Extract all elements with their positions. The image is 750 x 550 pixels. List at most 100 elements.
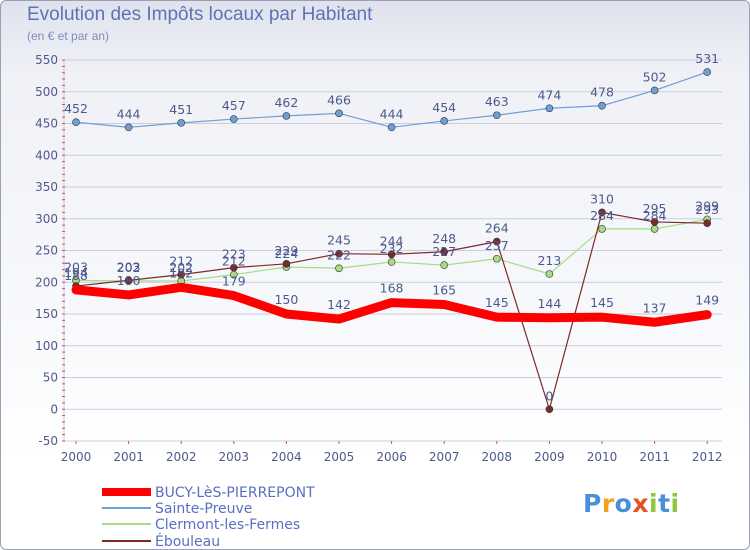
data-label: 466 — [327, 92, 351, 107]
y-tick-label: 550 — [35, 53, 58, 67]
logo-letter: i — [670, 489, 680, 518]
data-point — [598, 225, 606, 233]
data-point — [387, 250, 396, 259]
data-label: 137 — [643, 300, 667, 315]
data-point — [545, 405, 554, 414]
data-label: 212 — [169, 254, 193, 269]
x-tick-label: 2009 — [534, 450, 565, 464]
data-label: 232 — [380, 241, 404, 256]
data-point — [387, 123, 396, 132]
data-point — [230, 115, 238, 123]
y-tick-label: 150 — [35, 307, 58, 321]
data-label: 299 — [695, 198, 719, 213]
data-point — [177, 270, 185, 279]
logo-letter: i — [649, 489, 659, 518]
legend-label: Ébouleau — [155, 533, 220, 550]
series-line — [71, 282, 712, 327]
x-tick-label: 2010 — [587, 450, 618, 464]
data-point — [492, 237, 501, 246]
data-label: 237 — [485, 238, 509, 253]
y-tick-label: 450 — [35, 117, 58, 131]
data-label: 149 — [695, 293, 719, 308]
data-label: 444 — [117, 106, 141, 121]
data-point — [545, 270, 554, 278]
logo-letter: x — [632, 489, 649, 518]
data-label: 444 — [380, 106, 404, 121]
data-point — [598, 101, 606, 110]
data-label: 293 — [695, 202, 719, 217]
data-label: 0 — [545, 388, 553, 403]
data-point — [650, 86, 659, 95]
data-label: 145 — [590, 295, 614, 310]
y-tick-label: 50 — [43, 371, 58, 385]
data-point — [598, 208, 606, 217]
legend-label: BUCY-LèS-PIERREPONT — [155, 485, 315, 501]
x-tick-label: 2011 — [639, 450, 670, 464]
x-tick-label: 2012 — [692, 450, 723, 464]
chart-subtitle: (en € et par an) — [27, 29, 110, 43]
proxiti-logo[interactable]: Proxiti — [583, 489, 680, 518]
data-point — [703, 219, 712, 227]
data-label: 142 — [327, 297, 351, 312]
data-label: 454 — [432, 100, 456, 115]
data-label: 457 — [222, 98, 246, 113]
logo-letter: P — [583, 489, 602, 518]
data-point — [440, 117, 449, 125]
data-label: 165 — [432, 282, 456, 297]
data-label: 478 — [590, 85, 614, 100]
logo-letter: o — [614, 489, 633, 518]
data-label: 212 — [222, 254, 246, 269]
data-label: 227 — [432, 244, 456, 259]
data-label: 295 — [643, 201, 667, 216]
data-point — [650, 225, 659, 233]
y-tick-label: 200 — [35, 275, 58, 289]
data-label: 145 — [485, 295, 509, 310]
data-label: 531 — [695, 51, 719, 66]
y-tick-label: 100 — [35, 339, 58, 353]
data-label: 310 — [590, 191, 614, 206]
data-point — [124, 123, 133, 132]
data-label: 224 — [274, 246, 298, 261]
logo-letter: r — [601, 489, 615, 518]
data-point — [335, 264, 343, 273]
data-point — [703, 68, 712, 76]
data-label: 213 — [537, 253, 561, 268]
data-label: 452 — [64, 101, 88, 116]
data-label: 463 — [485, 94, 509, 109]
data-label: 284 — [643, 208, 667, 223]
x-tick-label: 2007 — [429, 450, 460, 464]
data-label: 192 — [169, 265, 193, 280]
data-point — [492, 111, 501, 120]
x-tick-label: 2005 — [324, 450, 355, 464]
data-point — [387, 258, 396, 266]
data-point — [177, 119, 185, 127]
data-label: 462 — [274, 95, 298, 110]
data-label: 474 — [537, 87, 561, 102]
y-tick-label: -50 — [38, 434, 58, 448]
data-label: 245 — [327, 233, 351, 248]
data-point — [230, 263, 238, 272]
data-label: 284 — [590, 208, 614, 223]
data-label: 180 — [117, 273, 141, 288]
x-tick-label: 2004 — [271, 450, 302, 464]
data-point — [492, 254, 501, 263]
x-tick-label: 2003 — [219, 450, 250, 464]
data-label: 222 — [327, 247, 351, 262]
data-point — [282, 260, 291, 268]
data-label: 223 — [222, 247, 246, 262]
data-label: 150 — [274, 292, 298, 307]
legend-label: Sainte-Preuve — [155, 501, 252, 517]
data-point — [72, 118, 80, 127]
data-point — [124, 276, 133, 285]
data-point — [335, 109, 343, 118]
y-tick-label: 0 — [50, 402, 58, 416]
y-tick-label: 350 — [35, 180, 58, 194]
x-tick-label: 2001 — [113, 450, 144, 464]
data-label: 244 — [380, 233, 404, 248]
data-label: 203 — [64, 259, 88, 274]
x-tick-label: 2006 — [376, 450, 407, 464]
data-label: 179 — [222, 274, 246, 289]
data-point — [282, 112, 291, 120]
